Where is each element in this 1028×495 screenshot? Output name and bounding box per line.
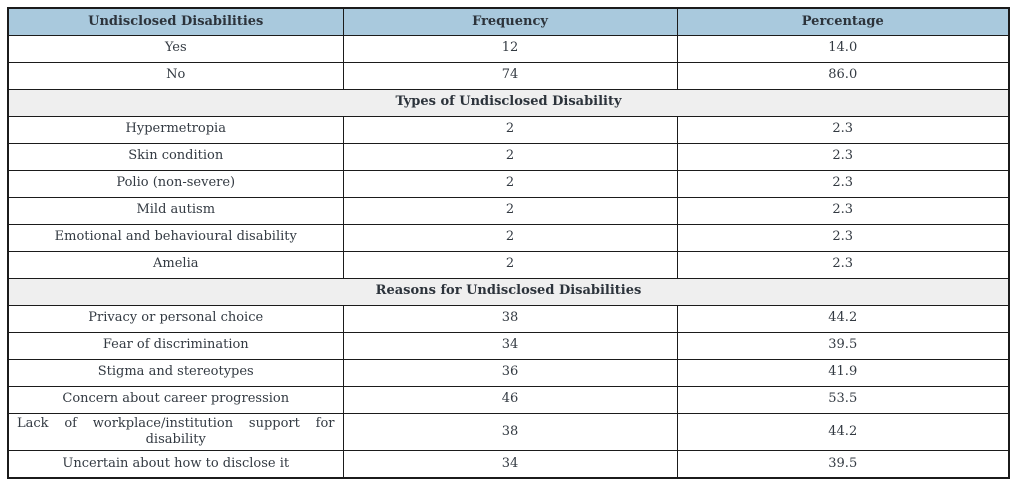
cell-label: Amelia	[7, 250, 344, 279]
table-row: Lack of workplace/institution support fo…	[7, 412, 1010, 451]
table-row: Polio (non-severe) 2 2.3	[7, 169, 1010, 198]
cell-percentage: 39.5	[676, 331, 1010, 360]
table-row: Hypermetropia 2 2.3	[7, 115, 1010, 144]
table-row: Amelia 2 2.3	[7, 250, 1010, 279]
section-row: Reasons for Undisclosed Disabilities	[7, 277, 1010, 306]
cell-frequency: 12	[342, 34, 678, 63]
cell-frequency: 2	[342, 196, 678, 225]
cell-frequency: 46	[342, 385, 678, 414]
table-row: Stigma and stereotypes 36 41.9	[7, 358, 1010, 387]
column-header-frequency: Frequency	[342, 7, 678, 36]
cell-percentage: 2.3	[676, 169, 1010, 198]
results-table: Undisclosed Disabilities Frequency Perce…	[7, 7, 1010, 479]
column-header-undisclosed-disabilities: Undisclosed Disabilities	[7, 7, 344, 36]
table-row: Fear of discrimination 34 39.5	[7, 331, 1010, 360]
cell-label: Privacy or personal choice	[7, 304, 344, 333]
cell-frequency: 74	[342, 61, 678, 90]
table-row: Skin condition 2 2.3	[7, 142, 1010, 171]
cell-percentage: 39.5	[676, 450, 1010, 478]
cell-label: Uncertain about how to disclose it	[7, 450, 344, 478]
section-row: Types of Undisclosed Disability	[7, 88, 1010, 117]
table-row: Concern about career progression 46 53.5	[7, 385, 1010, 414]
cell-percentage: 41.9	[676, 358, 1010, 387]
table-row: Privacy or personal choice 38 44.2	[7, 304, 1010, 333]
table-row: Uncertain about how to disclose it 34 39.5	[7, 450, 1010, 478]
column-header-percentage: Percentage	[676, 7, 1010, 36]
cell-label: Mild autism	[7, 196, 344, 225]
cell-percentage: 53.5	[676, 385, 1010, 414]
table-row: Yes 12 14.0	[7, 34, 1010, 63]
cell-label: Emotional and behavioural disability	[7, 223, 344, 252]
cell-percentage: 2.3	[676, 223, 1010, 252]
section-label: Reasons for Undisclosed Disabilities	[7, 277, 1010, 306]
cell-percentage: 86.0	[676, 61, 1010, 90]
cell-percentage: 2.3	[676, 142, 1010, 171]
cell-frequency: 34	[342, 450, 678, 478]
cell-percentage: 14.0	[676, 34, 1010, 63]
cell-frequency: 2	[342, 169, 678, 198]
cell-frequency: 38	[342, 304, 678, 333]
cell-frequency: 36	[342, 358, 678, 387]
cell-label: Stigma and stereotypes	[7, 358, 344, 387]
cell-frequency: 38	[342, 412, 678, 451]
cell-percentage: 2.3	[676, 250, 1010, 279]
cell-frequency: 2	[342, 115, 678, 144]
table-row: Mild autism 2 2.3	[7, 196, 1010, 225]
cell-percentage: 2.3	[676, 196, 1010, 225]
cell-frequency: 2	[342, 223, 678, 252]
cell-percentage: 44.2	[676, 412, 1010, 451]
cell-frequency: 2	[342, 142, 678, 171]
cell-percentage: 2.3	[676, 115, 1010, 144]
cell-label: Concern about career progression	[7, 385, 344, 414]
cell-label: Lack of workplace/institution support fo…	[7, 412, 344, 451]
cell-label: Yes	[7, 34, 344, 63]
header-row: Undisclosed Disabilities Frequency Perce…	[7, 7, 1010, 36]
cell-frequency: 2	[342, 250, 678, 279]
table-row: Emotional and behavioural disability 2 2.3	[7, 223, 1010, 252]
cell-frequency: 34	[342, 331, 678, 360]
cell-label: Skin condition	[7, 142, 344, 171]
cell-label: Polio (non-severe)	[7, 169, 344, 198]
cell-label: Hypermetropia	[7, 115, 344, 144]
cell-label: Fear of discrimination	[7, 331, 344, 360]
cell-label: No	[7, 61, 344, 90]
section-label: Types of Undisclosed Disability	[7, 88, 1010, 117]
table-body: Yes 12 14.0 No 74 86.0 Types of Undisclosed Di…	[7, 34, 1010, 478]
table-row: No 74 86.0	[7, 61, 1010, 90]
cell-percentage: 44.2	[676, 304, 1010, 333]
